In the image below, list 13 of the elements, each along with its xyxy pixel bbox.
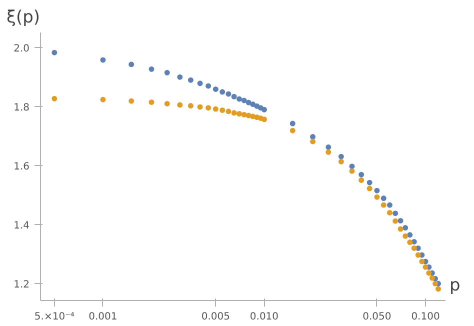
y-tick-label: 1.8 (14, 102, 30, 114)
y-tick-label: 1.6 (14, 161, 30, 172)
y-axis-title: ξ(p) (6, 8, 40, 28)
x-tick-label: 0.010 (250, 312, 279, 322)
x-tick-label: 5.×10⁻⁴ (34, 312, 74, 322)
x-tick-label: 0.100 (411, 312, 440, 322)
y-tick-label: 1.2 (14, 280, 30, 291)
y-tick-label: 1.4 (14, 220, 30, 232)
x-axis-title: p (450, 276, 460, 296)
x-tick-label: 0.005 (201, 312, 230, 322)
x-tick-label: 0.001 (88, 312, 118, 322)
x-tick-label: 0.050 (362, 312, 392, 322)
y-tick-label: 2.0 (14, 43, 30, 54)
